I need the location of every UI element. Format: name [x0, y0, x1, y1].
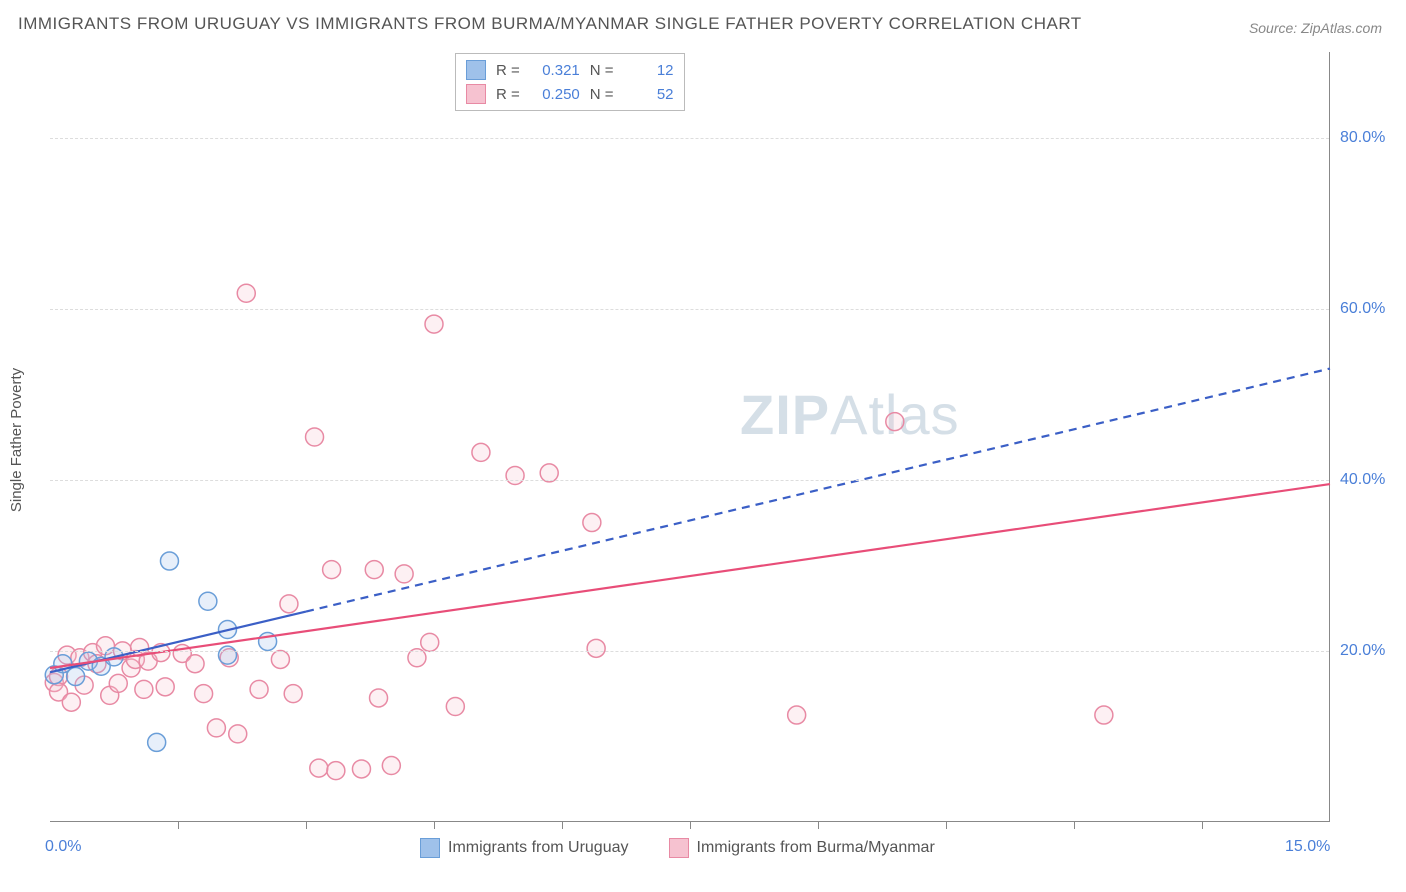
data-point: [323, 561, 341, 579]
trend-line: [50, 484, 1330, 668]
data-point: [310, 759, 328, 777]
data-point: [788, 706, 806, 724]
data-point: [352, 760, 370, 778]
data-point: [218, 646, 236, 664]
y-axis-label: Single Father Poverty: [8, 368, 25, 512]
data-point: [186, 655, 204, 673]
n-label: N =: [590, 62, 614, 79]
data-point: [382, 757, 400, 775]
y-tick-label: 80.0%: [1340, 129, 1385, 147]
n-value-uruguay: 12: [624, 62, 674, 79]
legend-label-uruguay: Immigrants from Uruguay: [448, 839, 629, 857]
swatch-burma: [466, 84, 486, 104]
stats-row-burma: R = 0.250 N = 52: [466, 82, 674, 106]
data-point: [446, 698, 464, 716]
stats-legend: R = 0.321 N = 12 R = 0.250 N = 52: [455, 53, 685, 111]
legend-label-burma: Immigrants from Burma/Myanmar: [697, 839, 935, 857]
x-tick-label: 15.0%: [1285, 838, 1330, 856]
stats-row-uruguay: R = 0.321 N = 12: [466, 58, 674, 82]
y-tick-label: 40.0%: [1340, 471, 1385, 489]
data-point: [1095, 706, 1113, 724]
data-point: [199, 592, 217, 610]
data-point: [207, 719, 225, 737]
swatch-uruguay: [420, 838, 440, 858]
data-point: [365, 561, 383, 579]
swatch-uruguay: [466, 60, 486, 80]
data-point: [327, 762, 345, 780]
data-point: [425, 315, 443, 333]
trend-line-dashed: [306, 369, 1330, 612]
swatch-burma: [669, 838, 689, 858]
data-point: [160, 552, 178, 570]
plot-svg: [50, 52, 1329, 821]
data-point: [421, 633, 439, 651]
data-point: [156, 678, 174, 696]
y-tick-label: 60.0%: [1340, 300, 1385, 318]
series-legend: Immigrants from Uruguay Immigrants from …: [420, 838, 935, 858]
x-tick-label: 0.0%: [45, 838, 81, 856]
data-point: [195, 685, 213, 703]
y-tick-label: 20.0%: [1340, 642, 1385, 660]
data-point: [280, 595, 298, 613]
data-point: [472, 443, 490, 461]
data-point: [886, 413, 904, 431]
data-point: [306, 428, 324, 446]
r-value-uruguay: 0.321: [530, 62, 580, 79]
chart-title: IMMIGRANTS FROM URUGUAY VS IMMIGRANTS FR…: [18, 14, 1082, 34]
legend-item-uruguay: Immigrants from Uruguay: [420, 838, 629, 858]
data-point: [506, 467, 524, 485]
data-point: [583, 514, 601, 532]
data-point: [62, 693, 80, 711]
source-attribution: Source: ZipAtlas.com: [1249, 20, 1382, 36]
r-value-burma: 0.250: [530, 86, 580, 103]
n-label: N =: [590, 86, 614, 103]
data-point: [395, 565, 413, 583]
n-value-burma: 52: [624, 86, 674, 103]
plot-area: ZIPAtlas: [50, 52, 1330, 822]
data-point: [229, 725, 247, 743]
data-point: [284, 685, 302, 703]
legend-item-burma: Immigrants from Burma/Myanmar: [669, 838, 935, 858]
data-point: [67, 668, 85, 686]
data-point: [237, 284, 255, 302]
data-point: [587, 639, 605, 657]
data-point: [250, 680, 268, 698]
data-point: [109, 674, 127, 692]
data-point: [148, 733, 166, 751]
r-label: R =: [496, 62, 520, 79]
data-point: [135, 680, 153, 698]
r-label: R =: [496, 86, 520, 103]
data-point: [370, 689, 388, 707]
data-point: [271, 650, 289, 668]
